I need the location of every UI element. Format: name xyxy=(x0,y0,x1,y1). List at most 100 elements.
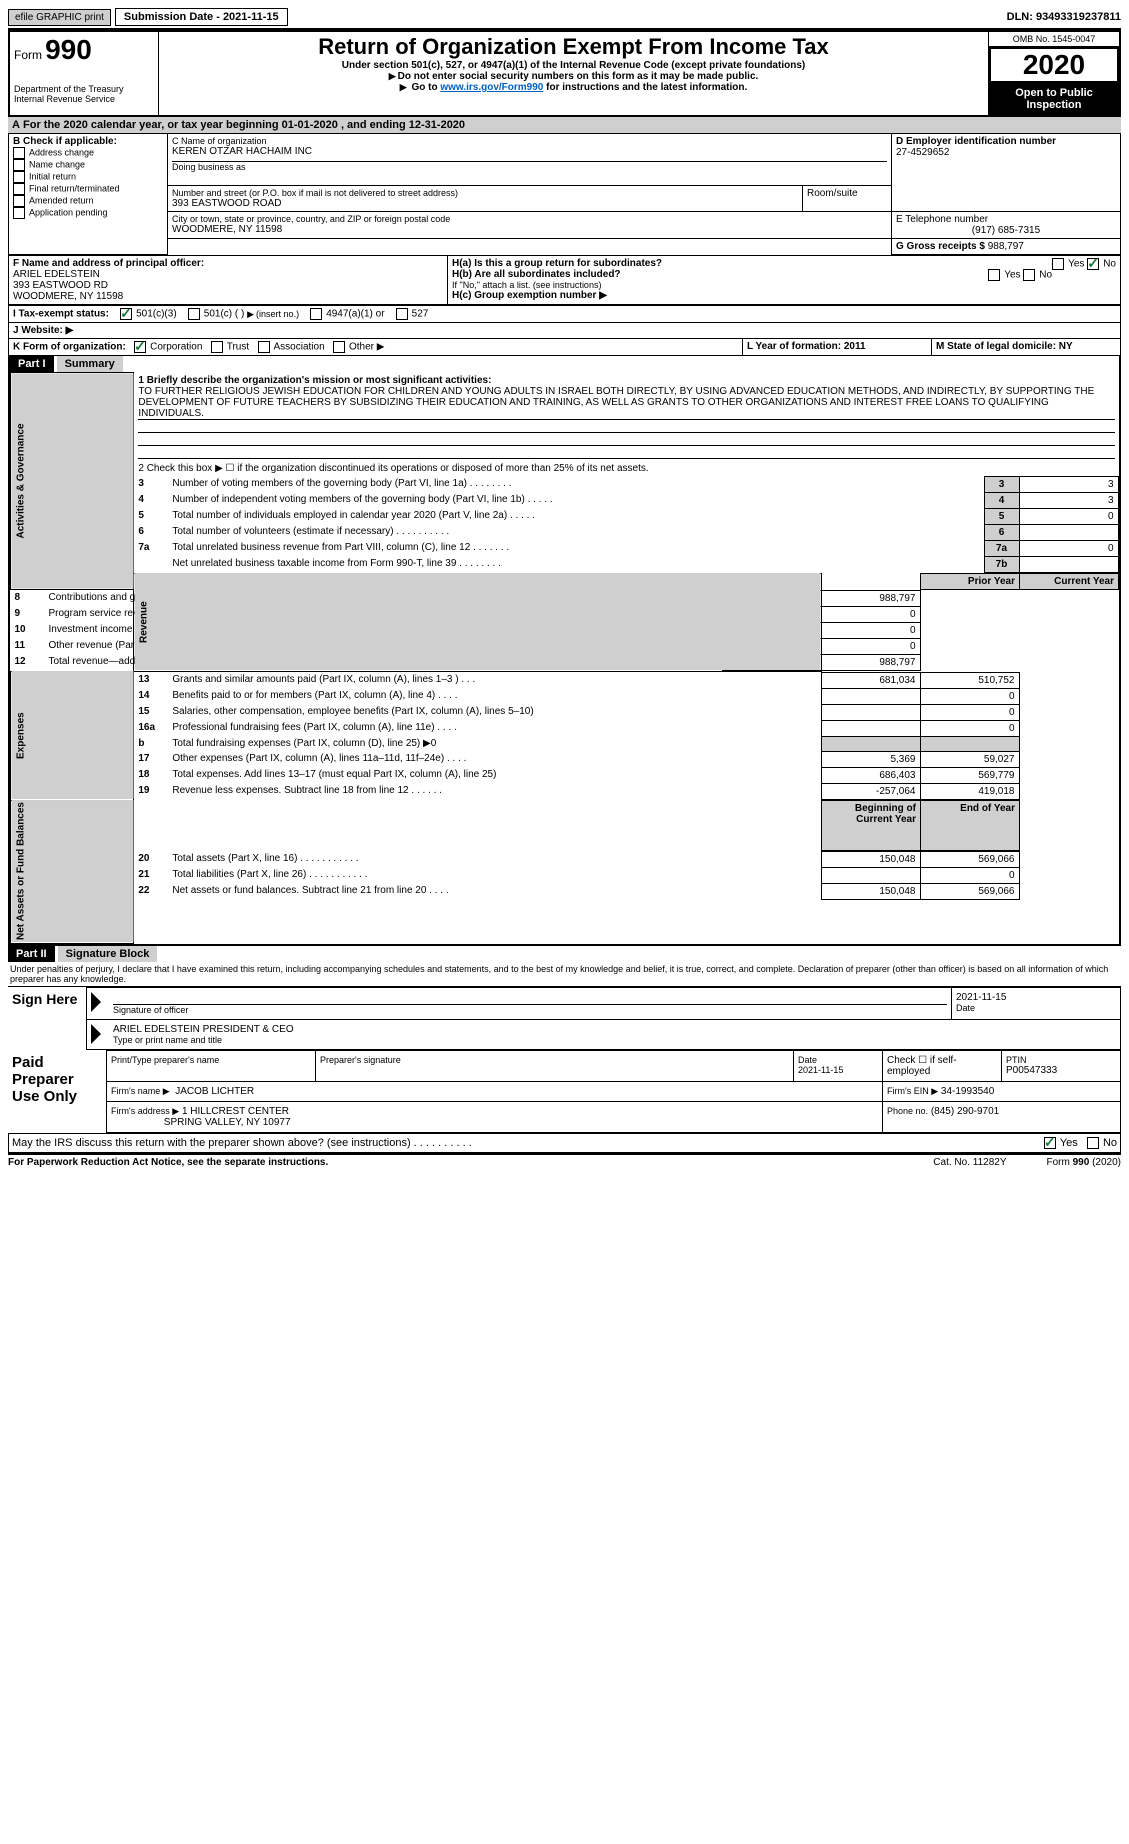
firm-addr2: SPRING VALLEY, NY 10977 xyxy=(164,1117,291,1128)
paid-preparer-label: Paid Preparer Use Only xyxy=(8,1050,107,1132)
form-footer: Form 990 (2020) xyxy=(1047,1157,1122,1168)
officer-name: ARIEL EDELSTEIN xyxy=(13,269,100,280)
firm-addr-label: Firm's address ▶ xyxy=(111,1106,179,1116)
footer: For Paperwork Reduction Act Notice, see … xyxy=(8,1153,1121,1168)
box-b-item[interactable]: Name change xyxy=(13,159,163,171)
dept-label: Department of the Treasury xyxy=(14,84,154,94)
corp-checkbox[interactable] xyxy=(134,341,146,353)
sign-here-table: Sign Here Signature of officer 2021-11-1… xyxy=(8,987,1121,1050)
gross-receipts: 988,797 xyxy=(988,241,1024,252)
hb-no-checkbox[interactable] xyxy=(1023,269,1035,281)
table-row: 16aProfessional fundraising fees (Part I… xyxy=(134,720,1019,736)
box-l: L Year of formation: 2011 xyxy=(747,341,866,352)
hc-label: H(c) Group exemption number ▶ xyxy=(452,290,607,301)
form-subtitle-1: Under section 501(c), 527, or 4947(a)(1)… xyxy=(163,60,984,71)
box-b-item[interactable]: Application pending xyxy=(13,207,163,219)
org-info-table: B Check if applicable: Address changeNam… xyxy=(8,133,1121,255)
city-label: City or town, state or province, country… xyxy=(172,214,887,224)
prep-name-label: Print/Type preparer's name xyxy=(111,1055,311,1065)
rev-vlabel: Revenue xyxy=(134,573,822,671)
ha-no-checkbox[interactable] xyxy=(1087,258,1099,270)
submission-date-button[interactable]: Submission Date - 2021-11-15 xyxy=(115,8,288,26)
part1-header: Part I Summary xyxy=(10,356,1119,372)
table-row: 15Salaries, other compensation, employee… xyxy=(134,704,1019,720)
form-title: Return of Organization Exempt From Incom… xyxy=(163,34,984,60)
firm-name: JACOB LICHTER xyxy=(175,1086,254,1097)
hb-yes-checkbox[interactable] xyxy=(988,269,1000,281)
form-header: Form 990 Department of the Treasury Inte… xyxy=(8,30,1121,117)
form990-link[interactable]: www.irs.gov/Form990 xyxy=(440,82,543,93)
box-d-label: D Employer identification number xyxy=(896,136,1056,147)
assoc-checkbox[interactable] xyxy=(258,341,270,353)
box-f-label: F Name and address of principal officer: xyxy=(13,258,204,269)
ptin-label: PTIN xyxy=(1006,1055,1116,1065)
501c-checkbox[interactable] xyxy=(188,308,200,320)
may-irs-yes-checkbox[interactable] xyxy=(1044,1137,1056,1149)
box-b-item[interactable]: Final return/terminated xyxy=(13,183,163,195)
box-b-item[interactable]: Amended return xyxy=(13,195,163,207)
mission-text: TO FURTHER RELIGIOUS JEWISH EDUCATION FO… xyxy=(138,386,1114,420)
part2-header: Part II Signature Block xyxy=(8,946,1121,962)
pra-notice: For Paperwork Reduction Act Notice, see … xyxy=(8,1157,328,1168)
cat-no: Cat. No. 11282Y xyxy=(933,1157,1006,1168)
box-i-label: I Tax-exempt status: xyxy=(13,309,109,320)
gov-vlabel: Activities & Governance xyxy=(11,373,134,590)
table-row: 14Benefits paid to or for members (Part … xyxy=(134,688,1019,704)
tax-year: 2020 xyxy=(989,47,1119,83)
table-row: 22Net assets or fund balances. Subtract … xyxy=(134,883,1019,899)
officer-addr1: 393 EASTWOOD RD xyxy=(13,280,108,291)
line2: 2 Check this box ▶ ☐ if the organization… xyxy=(134,461,1119,476)
officer-printed-name: ARIEL EDELSTEIN PRESIDENT & CEO xyxy=(113,1024,1116,1035)
table-row: 7aTotal unrelated business revenue from … xyxy=(134,540,1118,556)
firm-phone: (845) 290-9701 xyxy=(931,1106,999,1117)
table-row: bTotal fundraising expenses (Part IX, co… xyxy=(134,736,1019,751)
ptin-value: P00547333 xyxy=(1006,1065,1116,1076)
top-bar: efile GRAPHIC print Submission Date - 20… xyxy=(8,8,1121,30)
ein-value: 27-4529652 xyxy=(896,147,1116,158)
irs-label: Internal Revenue Service xyxy=(14,94,154,104)
officer-group-table: F Name and address of principal officer:… xyxy=(8,255,1121,305)
paid-preparer-table: Paid Preparer Use Only Print/Type prepar… xyxy=(8,1050,1121,1133)
city-value: WOODMERE, NY 11598 xyxy=(172,224,887,235)
room-label: Room/suite xyxy=(803,186,892,212)
box-k-label: K Form of organization: xyxy=(13,342,126,353)
table-row: 6Total number of volunteers (estimate if… xyxy=(134,524,1118,540)
table-row: 5Total number of individuals employed in… xyxy=(134,508,1118,524)
sign-arrow-icon-2 xyxy=(91,1024,101,1044)
sig-date: 2021-11-15 xyxy=(956,992,1116,1003)
officer-addr2: WOODMERE, NY 11598 xyxy=(13,291,123,302)
phone-value: (917) 685-7315 xyxy=(896,225,1116,236)
self-employed-check[interactable]: Check ☐ if self-employed xyxy=(883,1050,1002,1081)
box-j-label: J Website: ▶ xyxy=(13,325,73,336)
form-number: 990 xyxy=(45,34,92,65)
trust-checkbox[interactable] xyxy=(211,341,223,353)
addr-value: 393 EASTWOOD ROAD xyxy=(172,198,798,209)
other-checkbox[interactable] xyxy=(333,341,345,353)
firm-name-label: Firm's name ▶ xyxy=(111,1086,170,1096)
may-irs-no-checkbox[interactable] xyxy=(1087,1137,1099,1149)
box-b-item[interactable]: Initial return xyxy=(13,171,163,183)
ha-yes-checkbox[interactable] xyxy=(1052,258,1064,270)
hb-label: H(b) Are all subordinates included? xyxy=(452,269,621,280)
4947-checkbox[interactable] xyxy=(310,308,322,320)
prior-year-header: Prior Year xyxy=(921,573,1020,589)
firm-ein-label: Firm's EIN ▶ xyxy=(887,1086,938,1096)
box-b-item[interactable]: Address change xyxy=(13,147,163,159)
status-table: I Tax-exempt status: 501(c)(3) 501(c) ( … xyxy=(8,305,1121,356)
dba-label: Doing business as xyxy=(172,161,887,172)
form-subtitle-3: Go to www.irs.gov/Form990 for instructio… xyxy=(163,82,984,93)
firm-phone-label: Phone no. xyxy=(887,1106,928,1116)
begin-year-header: Beginning of Current Year xyxy=(822,800,921,850)
527-checkbox[interactable] xyxy=(396,308,408,320)
table-row: 20Total assets (Part X, line 16) . . . .… xyxy=(134,851,1019,867)
may-irs-row: May the IRS discuss this return with the… xyxy=(8,1133,1121,1153)
501c3-checkbox[interactable] xyxy=(120,308,132,320)
omb-label: OMB No. 1545-0047 xyxy=(989,32,1119,47)
prep-sig-label: Preparer's signature xyxy=(320,1055,789,1065)
firm-addr1: 1 HILLCREST CENTER xyxy=(182,1106,289,1117)
table-row: Net unrelated business taxable income fr… xyxy=(134,556,1118,572)
table-row: 19Revenue less expenses. Subtract line 1… xyxy=(134,783,1019,799)
table-row: 17Other expenses (Part IX, column (A), l… xyxy=(134,751,1019,767)
sig-officer-label: Signature of officer xyxy=(113,1005,947,1015)
part1-table: Activities & Governance 1 Briefly descri… xyxy=(10,372,1119,944)
